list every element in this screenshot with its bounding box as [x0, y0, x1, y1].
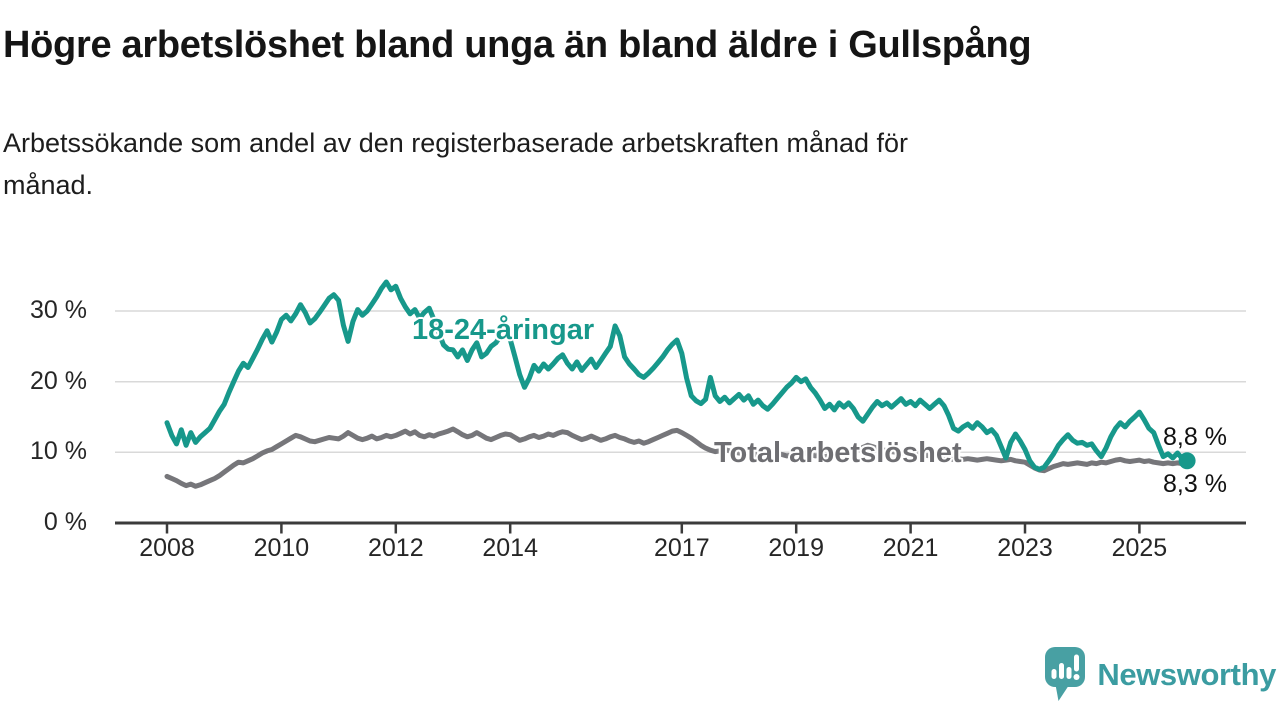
latest-point-dot: [1178, 452, 1196, 470]
y-tick-label: 0 %: [43, 508, 87, 536]
series-label-young: 18-24-åringar: [412, 314, 595, 346]
logo-bar-icon: [1051, 669, 1057, 679]
x-tick-label: 2017: [653, 534, 710, 562]
latest-value-label-total: 8,3 %: [1163, 470, 1227, 498]
latest-value-label-young: 8,8 %: [1163, 423, 1227, 451]
newsworthy-logo-text: Newsworthy: [1097, 656, 1276, 692]
logo-exclamation-icon: [1074, 654, 1080, 672]
series-label-total: Total arbetslöshet: [714, 437, 962, 469]
newsworthy-logo: Newsworthy: [1044, 646, 1276, 703]
series-line-total: [164, 426, 1190, 489]
y-tick-label: 30 %: [30, 296, 87, 325]
newsworthy-logo-mark: [1045, 647, 1086, 701]
x-tick-label: 2021: [882, 534, 939, 562]
series-line-young: [164, 279, 1190, 472]
logo-bar-icon: [1066, 667, 1072, 679]
chart-subtitle: Arbetssökande som andel av den registerb…: [3, 128, 909, 200]
y-tick-label: 20 %: [30, 366, 87, 395]
logo-exclamation-dot-icon: [1073, 674, 1080, 680]
x-tick-label: 2023: [997, 534, 1053, 562]
x-tick-label: 2008: [139, 534, 195, 562]
logo-bar-icon: [1059, 663, 1065, 679]
y-tick-label: 10 %: [30, 437, 87, 466]
x-tick-label: 2014: [482, 534, 538, 562]
x-tick-label: 2019: [768, 534, 824, 562]
x-tick-label: 2010: [253, 534, 310, 562]
x-tick-label: 2025: [1111, 534, 1168, 562]
x-tick-label: 2012: [367, 534, 424, 562]
chart-title: Högre arbetslöshet bland unga än bland ä…: [3, 24, 1032, 66]
